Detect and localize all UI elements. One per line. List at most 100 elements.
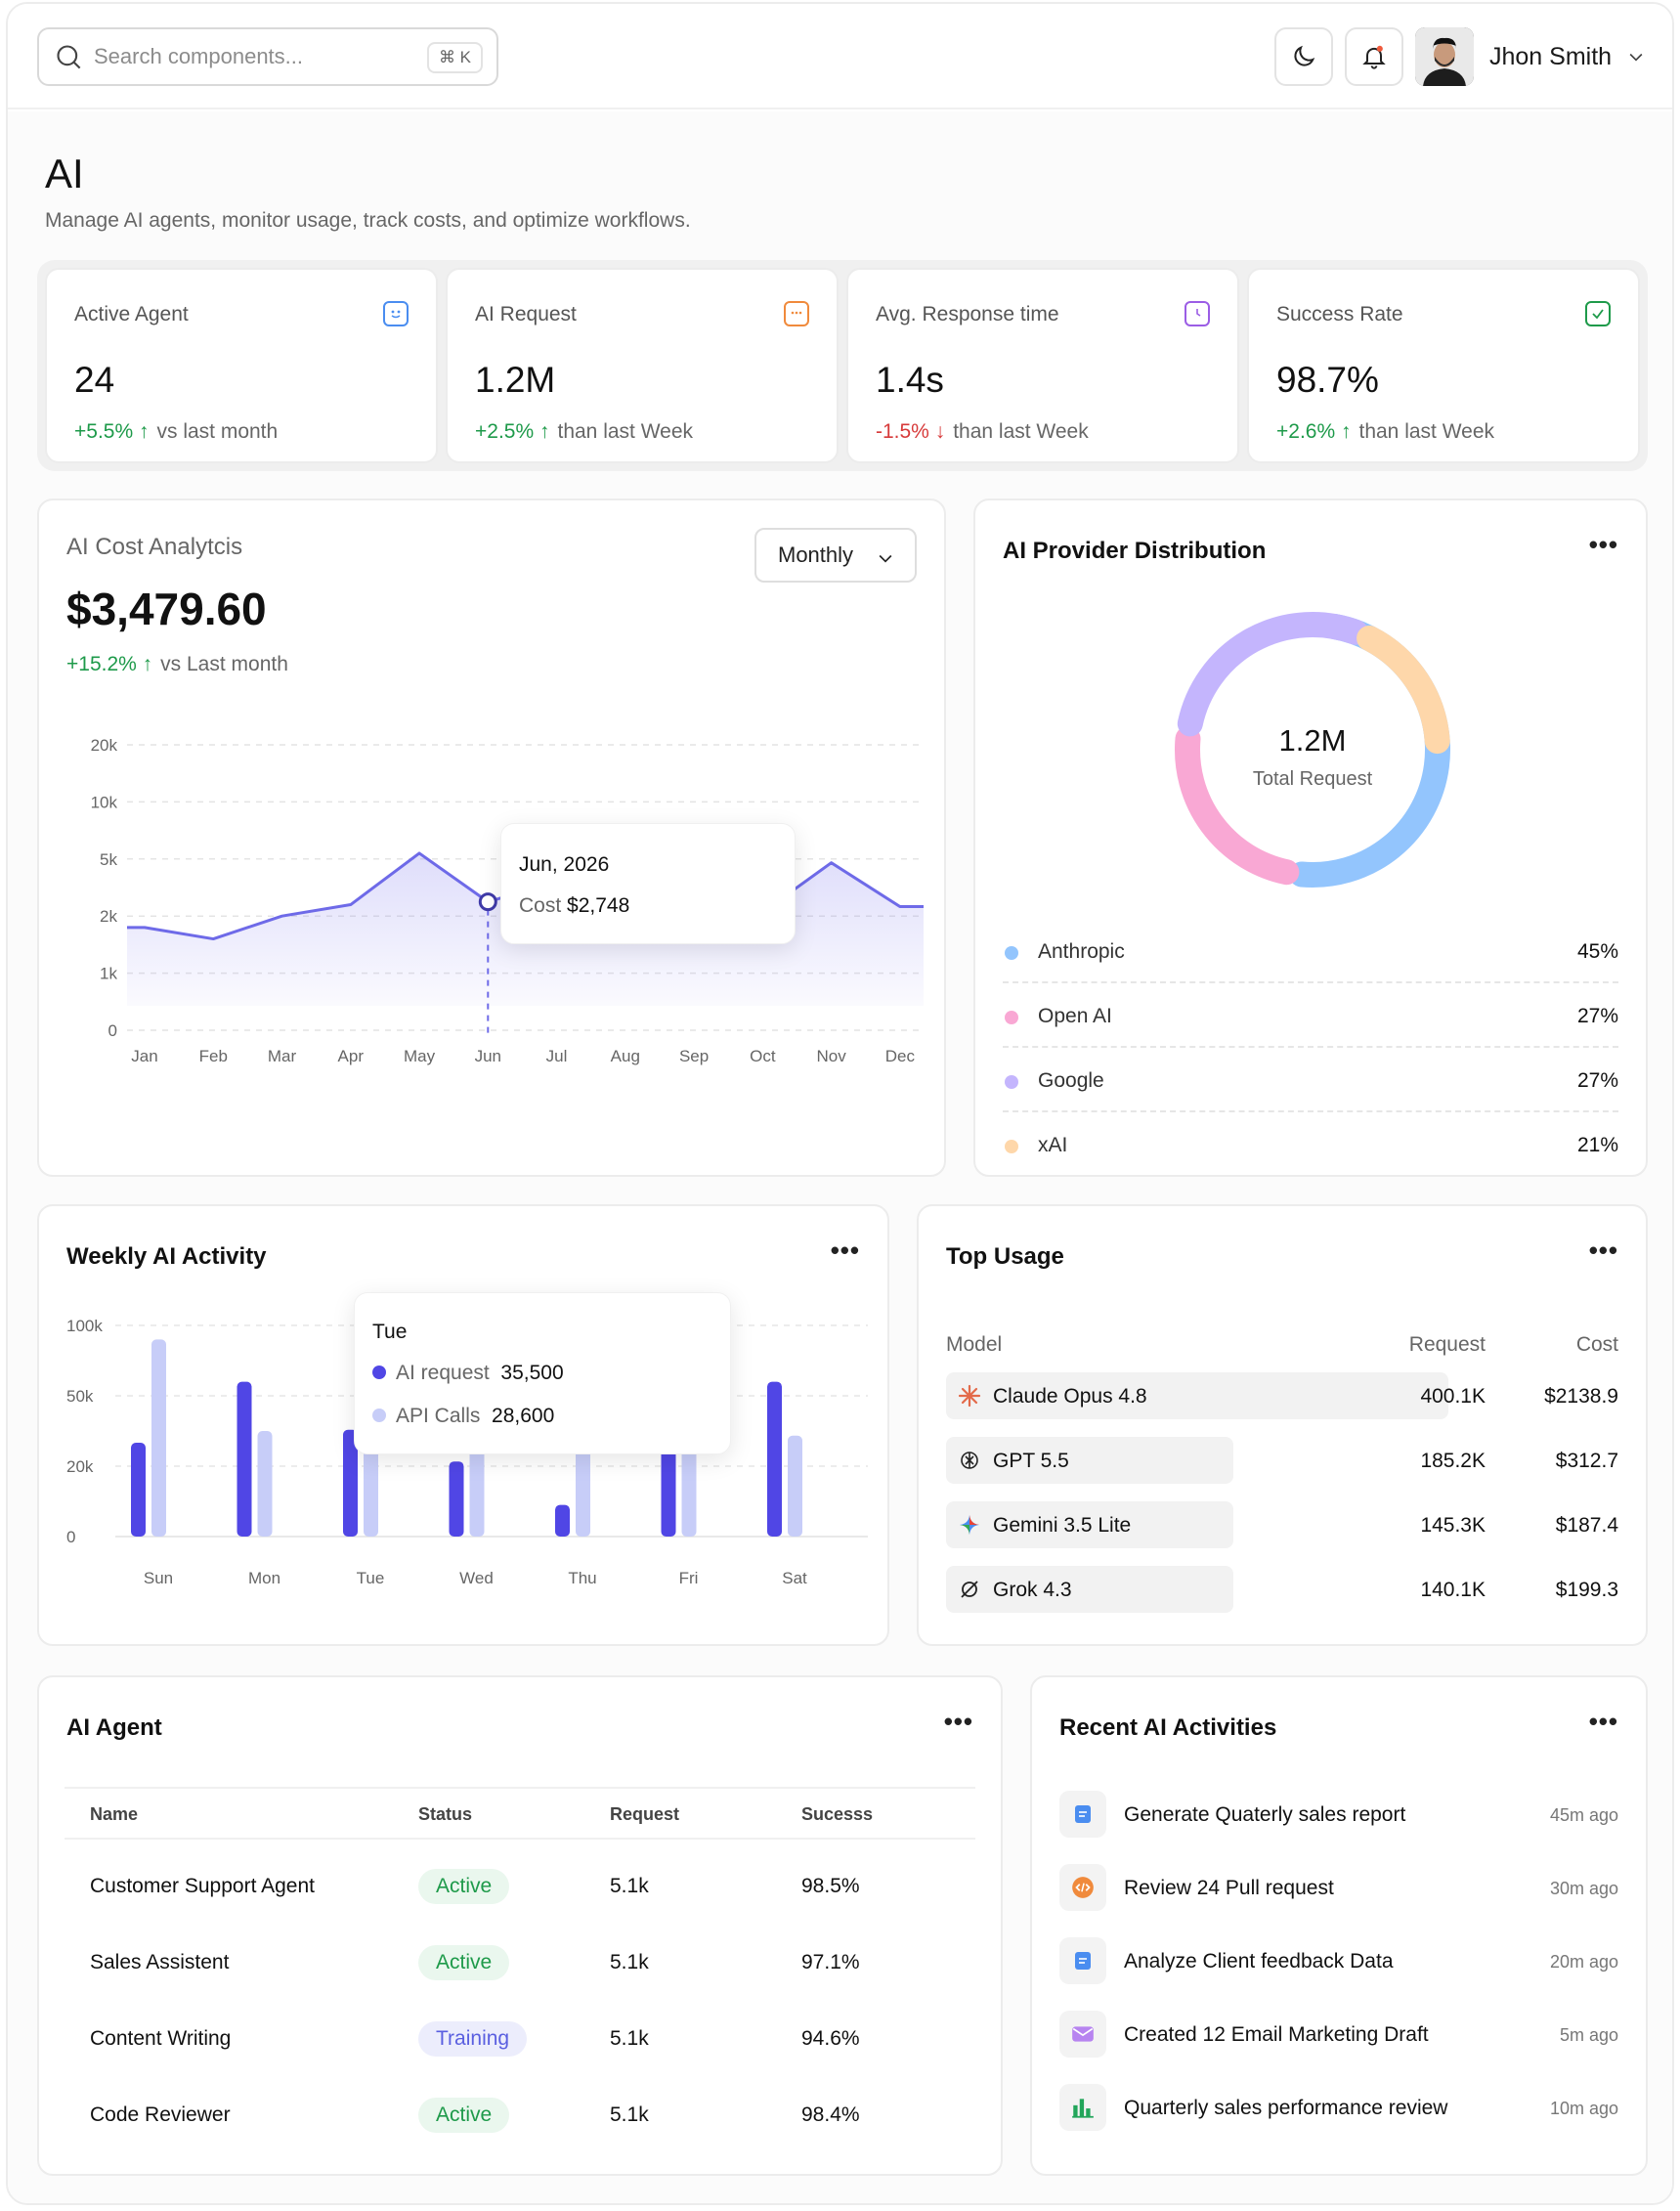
- provider-legend-row: xAI 21%: [1003, 1112, 1618, 1177]
- usage-row[interactable]: Claude Opus 4.8 400.1K $2138.9: [946, 1372, 1618, 1419]
- status-badge: Active: [418, 1945, 510, 1980]
- stats-row: Active Agent 24 +5.5% ↑ vs last month AI …: [37, 260, 1648, 471]
- activity-item[interactable]: Quarterly sales performance review 10m a…: [1059, 2084, 1618, 2135]
- table-row[interactable]: Code Reviewer Active 5.1k 98.4%: [65, 2078, 975, 2154]
- more-icon[interactable]: •••: [1588, 1236, 1618, 1265]
- bell-icon: [1362, 45, 1386, 69]
- search-input[interactable]: Search components... ⌘ K: [37, 27, 498, 86]
- provider-distribution-card: AI Provider Distribution ••• 1.2M Total …: [973, 499, 1648, 1177]
- col-success: Sucesss: [801, 1804, 874, 1824]
- legend-pct: 45%: [1576, 940, 1618, 963]
- legend-pct: 21%: [1576, 1134, 1618, 1156]
- more-icon[interactable]: •••: [943, 1707, 973, 1736]
- message-icon: [784, 301, 809, 326]
- agent-success: 98.4%: [801, 2103, 860, 2126]
- x-tick-label: Sat: [782, 1569, 807, 1587]
- more-icon[interactable]: •••: [830, 1236, 860, 1265]
- ai-agent-card: AI Agent ••• Name Status Request Sucesss…: [37, 1675, 1003, 2176]
- provider-legend-row: Anthropic 45%: [1003, 919, 1618, 983]
- x-tick-label: Feb: [199, 1047, 228, 1065]
- agent-name: Customer Support Agent: [90, 1875, 315, 1897]
- bar-chart-icon: [1059, 2084, 1106, 2131]
- activity-text: Generate Quaterly sales report: [1124, 1803, 1406, 1826]
- legend-dot: [372, 1409, 386, 1422]
- stat-change: +5.5% ↑ vs last month: [74, 420, 279, 443]
- x-tick-label: Jun: [475, 1047, 501, 1065]
- notifications-button[interactable]: [1345, 27, 1403, 86]
- x-tick-label: Sun: [144, 1569, 173, 1587]
- top-usage-card: Top Usage ••• Model Request Cost Claude …: [917, 1204, 1648, 1646]
- top-bar: Search components... ⌘ K Jhon Smith: [8, 4, 1672, 109]
- agent-name: Content Writing: [90, 2027, 232, 2050]
- activity-item[interactable]: Analyze Client feedback Data 20m ago: [1059, 1937, 1618, 1988]
- bar-ai-request-wed: [449, 1461, 464, 1537]
- avatar[interactable]: [1415, 27, 1474, 86]
- usage-share-bar: [946, 1372, 1448, 1419]
- usage-row[interactable]: Grok 4.3 140.1K $199.3: [946, 1566, 1618, 1613]
- weekly-activity-card: Weekly AI Activity ••• 0 20k 50k 100k Sun Mon…: [37, 1204, 889, 1646]
- legend-name: Open AI: [1038, 1005, 1112, 1027]
- activities-title: Recent AI Activities: [1059, 1714, 1277, 1741]
- cost-change: +15.2% ↑ vs Last month: [66, 653, 288, 675]
- theme-toggle-button[interactable]: [1274, 27, 1333, 86]
- agent-success: 98.5%: [801, 1875, 860, 1897]
- agent-title: AI Agent: [66, 1714, 162, 1741]
- table-row[interactable]: Sales Assistent Active 5.1k 97.1%: [65, 1926, 975, 2002]
- x-tick-label: Mar: [268, 1047, 297, 1065]
- usage-request: 140.1K: [1420, 1579, 1486, 1601]
- period-dropdown[interactable]: Monthly: [754, 528, 917, 583]
- cost-analytics-card: AI Cost Analytcis $3,479.60 +15.2% ↑ vs L…: [37, 499, 946, 1177]
- table-row[interactable]: Content Writing Training 5.1k 94.6%: [65, 2002, 975, 2078]
- more-icon[interactable]: •••: [1588, 530, 1618, 559]
- legend-name: Google: [1038, 1069, 1104, 1092]
- usage-cost: $312.7: [1555, 1450, 1618, 1472]
- activity-time: 45m ago: [1549, 1805, 1618, 1825]
- usage-row[interactable]: GPT 5.5 185.2K $312.7: [946, 1437, 1618, 1484]
- stat-card-avg-response[interactable]: Avg. Response time 1.4s -1.5% ↓ than last…: [846, 268, 1239, 463]
- stat-card-ai-request[interactable]: AI Request 1.2M +2.5% ↑ than last Week: [446, 268, 839, 463]
- table-row[interactable]: Customer Support Agent Active 5.1k 98.5%: [65, 1849, 975, 1926]
- x-tick-label: Thu: [568, 1569, 596, 1587]
- activity-item[interactable]: Created 12 Email Marketing Draft 5m ago: [1059, 2011, 1618, 2061]
- agent-request: 5.1k: [610, 1951, 649, 1973]
- agent-request: 5.1k: [610, 2027, 649, 2050]
- user-name[interactable]: Jhon Smith: [1489, 43, 1613, 70]
- mail-icon: [1059, 2011, 1106, 2058]
- hover-point: [478, 892, 497, 912]
- usage-row[interactable]: Gemini 3.5 Lite 145.3K $187.4: [946, 1501, 1618, 1548]
- weekly-title: Weekly AI Activity: [66, 1243, 267, 1270]
- bar-api-calls-sat: [788, 1435, 802, 1537]
- provider-title: AI Provider Distribution: [1003, 538, 1267, 564]
- col-status: Status: [418, 1804, 473, 1824]
- openai-icon: [961, 1452, 978, 1469]
- chevron-down-icon[interactable]: [1626, 47, 1646, 66]
- activity-item[interactable]: Review 24 Pull request 30m ago: [1059, 1864, 1618, 1915]
- tooltip-value: Cost $2,748: [519, 894, 630, 917]
- activity-time: 30m ago: [1549, 1879, 1618, 1898]
- activity-time: 10m ago: [1549, 2099, 1618, 2118]
- y-tick-label: 100k: [66, 1317, 103, 1335]
- bar-ai-request-mon: [237, 1381, 252, 1537]
- bar-api-calls-sun: [151, 1339, 166, 1537]
- stat-card-active-agent[interactable]: Active Agent 24 +5.5% ↑ vs last month: [45, 268, 438, 463]
- x-tick-label: Wed: [459, 1569, 494, 1587]
- activity-item[interactable]: Generate Quaterly sales report 45m ago: [1059, 1791, 1618, 1842]
- bar-api-calls-mon: [257, 1431, 273, 1537]
- legend-dot: [1005, 1011, 1018, 1024]
- more-icon[interactable]: •••: [1588, 1707, 1618, 1736]
- y-tick-label: 0: [108, 1021, 117, 1040]
- agent-request: 5.1k: [610, 2103, 649, 2126]
- y-tick-label: 20k: [66, 1457, 94, 1476]
- stat-card-success-rate[interactable]: Success Rate 98.7% +2.6% ↑ than last Week: [1247, 268, 1640, 463]
- usage-model: GPT 5.5: [993, 1450, 1069, 1472]
- activity-text: Created 12 Email Marketing Draft: [1124, 2023, 1429, 2046]
- page-content: AI Manage AI agents, monitor usage, trac…: [8, 111, 1672, 2203]
- activity-text: Review 24 Pull request: [1124, 1877, 1334, 1899]
- moon-icon: [1294, 45, 1315, 66]
- bar-ai-request-tue: [343, 1429, 358, 1537]
- x-tick-label: Jan: [131, 1047, 157, 1065]
- usage-cost: $187.4: [1555, 1514, 1618, 1537]
- x-tick-label: Oct: [750, 1047, 776, 1065]
- usage-request: 145.3K: [1420, 1514, 1486, 1537]
- bar-api-calls-tue: [364, 1446, 378, 1537]
